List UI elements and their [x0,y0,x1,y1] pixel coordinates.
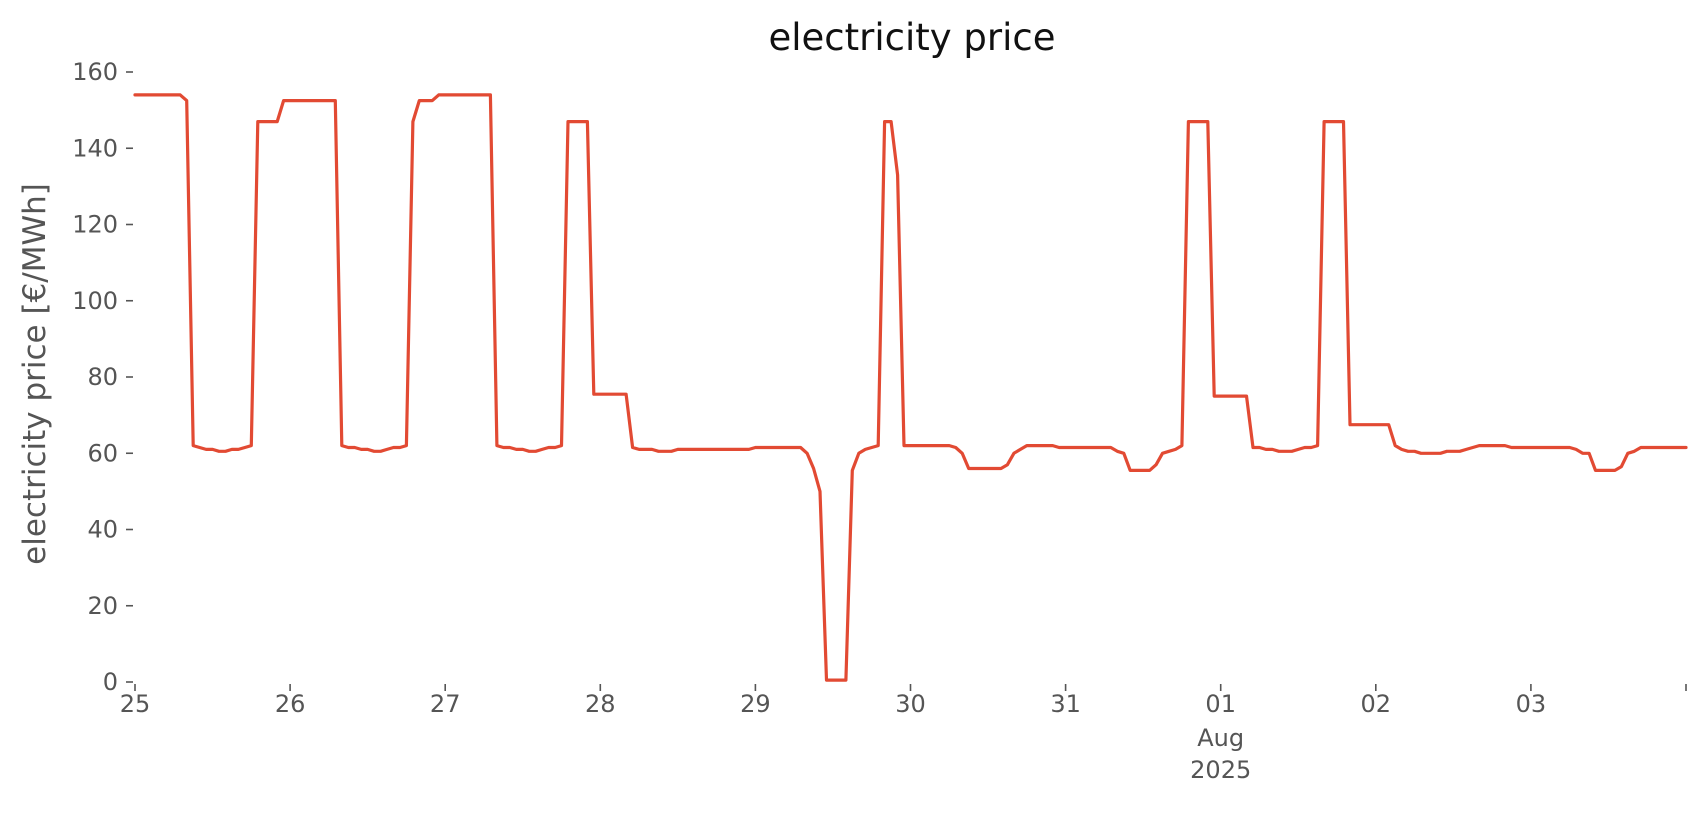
x-tick-label: 28 [585,690,616,718]
y-tick-label: 20 [87,592,118,620]
x-axis: 25 26 27 28 29 30 31 01 Aug 2025 02 03 [120,684,1687,784]
x-tick-label: 31 [1050,690,1081,718]
x-tick-label: 26 [275,690,306,718]
x-tick-label: 25 [120,690,151,718]
chart-title: electricity price [768,16,1055,59]
x-tick-label: 01 [1205,690,1236,718]
y-tick-label: 80 [87,363,118,391]
x-tick-label: 29 [740,690,771,718]
y-tick-label: 100 [72,287,118,315]
x-tick-label: 03 [1516,690,1547,718]
series-line [133,93,1688,682]
x-tick-label: 02 [1361,690,1392,718]
x-tick-sublabel: Aug [1197,724,1244,752]
y-tick-label: 120 [72,211,118,239]
series-group [133,93,1688,682]
y-axis-label: electricity price [€/MWh] [17,183,53,565]
y-tick-label: 140 [72,134,118,162]
y-tick-label: 60 [87,439,118,467]
y-tick-label: 0 [103,668,118,696]
y-tick-label: 160 [72,58,118,86]
x-tick-label: 30 [895,690,926,718]
y-tick-label: 40 [87,516,118,544]
x-tick-label: 27 [430,690,461,718]
y-axis: 0 20 40 60 80 100 120 140 160 [72,58,133,696]
x-tick-sublabel: 2025 [1190,756,1251,784]
